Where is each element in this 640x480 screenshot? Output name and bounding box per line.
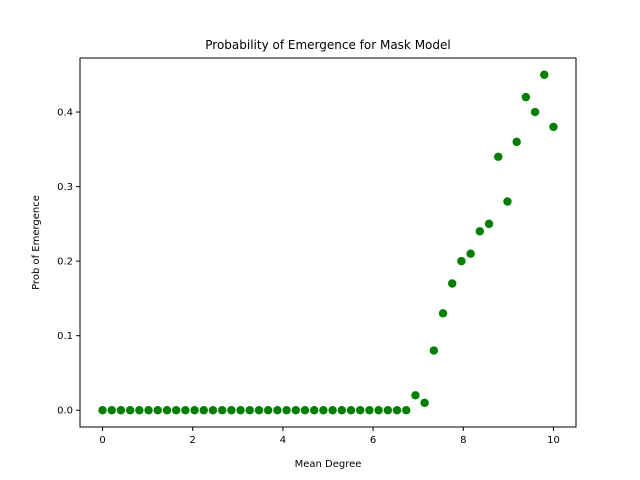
x-tick-label: 2 <box>190 435 196 446</box>
data-point <box>227 406 236 415</box>
data-point <box>530 107 540 117</box>
data-point <box>245 406 254 415</box>
data-point <box>208 406 218 415</box>
data-point <box>291 406 301 415</box>
y-tick-label: 0.0 <box>57 406 73 417</box>
data-point <box>254 406 264 415</box>
data-point <box>319 406 328 415</box>
x-tick-label: 6 <box>370 435 376 446</box>
data-point <box>107 406 116 415</box>
data-point <box>282 406 291 415</box>
y-tick-label: 0.3 <box>57 182 73 193</box>
x-tick-label: 10 <box>547 435 560 446</box>
data-point <box>521 92 531 102</box>
data-point <box>448 279 457 288</box>
data-point <box>512 137 521 147</box>
data-point <box>383 406 393 415</box>
data-point <box>402 406 411 415</box>
data-point <box>116 406 126 415</box>
data-point <box>328 406 337 415</box>
x-tick-label: 0 <box>99 435 105 446</box>
data-point <box>162 406 172 415</box>
y-axis-ticks: 0.0 0.1 0.2 0.3 0.4 <box>57 108 80 417</box>
data-point <box>135 406 144 415</box>
data-point <box>420 398 429 407</box>
data-point <box>98 406 107 415</box>
x-tick-label: 4 <box>280 435 286 446</box>
data-point <box>392 406 402 415</box>
y-tick-label: 0.2 <box>57 257 73 268</box>
x-axis-ticks: 0 2 4 6 8 10 <box>99 427 560 446</box>
data-point <box>503 197 512 206</box>
data-points <box>98 70 558 415</box>
data-point <box>181 406 190 415</box>
data-point <box>300 406 310 415</box>
data-point <box>411 391 420 400</box>
data-point <box>144 406 153 415</box>
data-point <box>337 406 346 415</box>
data-point <box>484 219 494 229</box>
data-point <box>273 406 282 415</box>
y-axis-label: Prob of Emergence <box>31 195 42 290</box>
data-point <box>475 227 485 236</box>
data-point <box>374 406 383 415</box>
data-point <box>355 406 365 415</box>
data-point <box>466 249 475 258</box>
data-point <box>217 406 227 415</box>
data-point <box>365 406 374 415</box>
data-point <box>346 406 356 415</box>
data-point <box>429 346 439 355</box>
x-tick-label: 8 <box>460 435 466 446</box>
data-point <box>310 406 319 415</box>
data-point <box>457 256 466 266</box>
data-point <box>549 122 558 132</box>
data-point <box>190 406 199 415</box>
y-tick-label: 0.1 <box>57 331 73 342</box>
data-point <box>263 406 273 415</box>
data-point <box>153 406 162 415</box>
chart-title: Probability of Emergence for Mask Model <box>205 38 450 52</box>
data-point <box>540 70 549 79</box>
data-point <box>171 406 181 415</box>
x-axis-label: Mean Degree <box>295 459 362 470</box>
plot-area-frame <box>79 57 577 428</box>
data-point <box>494 152 503 161</box>
data-point <box>199 406 208 415</box>
data-point <box>236 406 245 415</box>
data-point <box>438 309 448 318</box>
y-tick-label: 0.4 <box>57 108 73 119</box>
data-point <box>125 406 135 415</box>
